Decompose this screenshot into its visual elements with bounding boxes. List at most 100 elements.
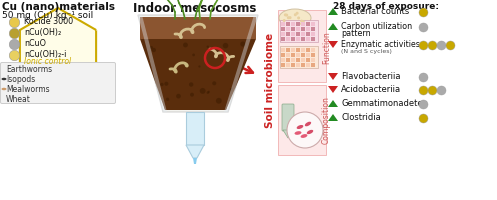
Bar (306, 53, 310, 57)
Bar (306, 58, 310, 62)
Bar (301, 53, 305, 57)
Circle shape (286, 22, 289, 25)
Polygon shape (328, 41, 338, 48)
Bar (291, 32, 295, 36)
Text: Composition: Composition (322, 96, 331, 144)
Bar (281, 27, 285, 31)
Circle shape (200, 88, 206, 94)
Text: nCuO: nCuO (24, 38, 46, 47)
Polygon shape (193, 158, 197, 164)
Bar (301, 32, 305, 36)
Bar (296, 37, 300, 41)
Bar (281, 48, 285, 52)
Ellipse shape (301, 134, 308, 138)
Bar (281, 22, 285, 26)
Polygon shape (328, 86, 338, 93)
Circle shape (212, 81, 216, 85)
Bar (306, 22, 310, 26)
Polygon shape (186, 145, 204, 158)
Bar (311, 27, 315, 31)
Polygon shape (224, 15, 258, 112)
Bar (291, 58, 295, 62)
Bar (286, 22, 290, 26)
Bar (301, 48, 305, 52)
Circle shape (183, 42, 188, 47)
Circle shape (289, 16, 292, 19)
FancyBboxPatch shape (0, 62, 115, 104)
Polygon shape (138, 15, 258, 112)
Polygon shape (328, 114, 338, 121)
Bar (301, 22, 305, 26)
Bar (281, 32, 285, 36)
Circle shape (152, 48, 156, 52)
Circle shape (189, 82, 193, 87)
Circle shape (165, 82, 168, 86)
Bar (296, 63, 300, 67)
Bar (306, 32, 310, 36)
Bar (296, 58, 300, 62)
Bar (306, 37, 310, 41)
Ellipse shape (297, 125, 303, 129)
Bar (291, 37, 295, 41)
Circle shape (296, 12, 299, 15)
Bar (286, 53, 290, 57)
Text: Gemmatimonadetes: Gemmatimonadetes (341, 99, 427, 108)
Bar (301, 27, 305, 31)
Bar (296, 53, 300, 57)
Circle shape (300, 22, 303, 25)
FancyBboxPatch shape (278, 85, 326, 155)
Circle shape (207, 46, 209, 48)
Text: nCu(OH)₂-i: nCu(OH)₂-i (24, 49, 67, 58)
Text: Clostridia: Clostridia (341, 113, 381, 122)
Polygon shape (140, 39, 256, 110)
Polygon shape (140, 17, 256, 39)
Bar (311, 63, 315, 67)
Polygon shape (328, 100, 338, 107)
Circle shape (223, 43, 228, 48)
Circle shape (190, 93, 194, 97)
Circle shape (198, 65, 200, 68)
Ellipse shape (307, 130, 313, 134)
FancyBboxPatch shape (280, 20, 318, 42)
Text: Indoor mesocosms: Indoor mesocosms (133, 2, 256, 15)
Text: Bacterial counts: Bacterial counts (341, 7, 409, 16)
Bar (301, 63, 305, 67)
Ellipse shape (1, 78, 6, 80)
Bar (281, 53, 285, 57)
Ellipse shape (287, 112, 323, 148)
Bar (286, 63, 290, 67)
Text: pattern: pattern (341, 29, 371, 38)
Text: Earthworms: Earthworms (6, 64, 52, 73)
Bar (291, 27, 295, 31)
Text: Mealworms: Mealworms (6, 84, 50, 94)
Circle shape (230, 88, 233, 91)
Text: Acidobacteriia: Acidobacteriia (341, 85, 401, 94)
Text: nCu(OH)₂: nCu(OH)₂ (24, 27, 61, 36)
Polygon shape (138, 15, 167, 112)
Bar (306, 27, 310, 31)
FancyBboxPatch shape (282, 104, 294, 131)
Bar (311, 37, 315, 41)
Circle shape (287, 16, 290, 19)
Bar (281, 63, 285, 67)
Bar (311, 22, 315, 26)
Bar (286, 32, 290, 36)
Bar (301, 58, 305, 62)
Circle shape (192, 53, 195, 56)
Circle shape (297, 16, 300, 19)
Bar (286, 58, 290, 62)
Circle shape (176, 94, 181, 99)
Bar (306, 48, 310, 52)
Bar (311, 58, 315, 62)
Bar (301, 37, 305, 41)
Ellipse shape (1, 88, 6, 90)
Ellipse shape (295, 131, 302, 135)
Bar (291, 53, 295, 57)
Circle shape (166, 98, 169, 101)
Bar (296, 48, 300, 52)
Bar (311, 48, 315, 52)
Bar (311, 53, 315, 57)
Text: 50 mg (Cu) kg⁻¹ soil: 50 mg (Cu) kg⁻¹ soil (2, 11, 93, 20)
Circle shape (160, 83, 164, 86)
Polygon shape (328, 73, 338, 80)
